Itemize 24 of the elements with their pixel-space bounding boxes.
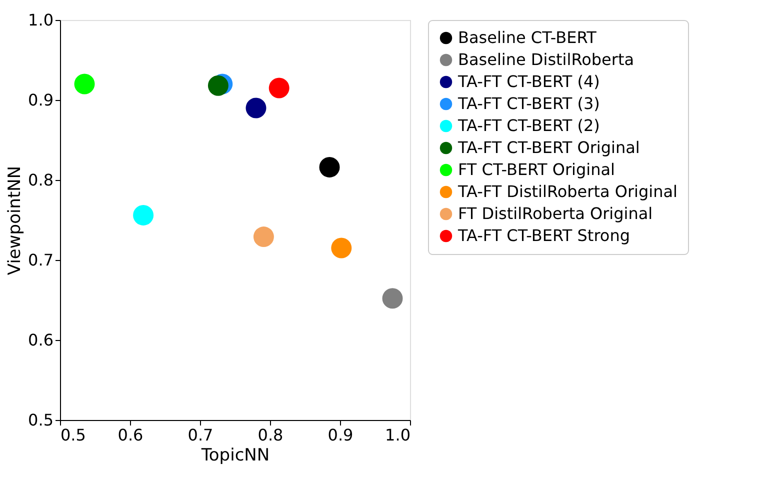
legend-label: Baseline CT-BERT [458, 28, 597, 47]
y-axis-title: ViewpointNN [5, 166, 26, 276]
legend-label: TA-FT DistilRoberta Original [457, 182, 678, 201]
x-tick-label: 0.6 [118, 426, 144, 444]
y-tick-label: 0.9 [28, 90, 54, 110]
legend-label: FT DistilRoberta Original [458, 204, 653, 223]
y-tick-label: 0.7 [28, 250, 54, 270]
y-tick-label: 0.8 [28, 170, 54, 190]
legend-label: TA-FT CT-BERT (3) [457, 94, 600, 113]
y-tick-label: 1.0 [28, 10, 54, 30]
x-axis-title: TopicNN [200, 446, 270, 466]
legend-label: FT CT-BERT Original [458, 160, 615, 179]
x-tick-label: 0.5 [60, 426, 86, 444]
x-tick-label: 0.7 [188, 426, 214, 444]
legend-label: TA-FT CT-BERT (4) [457, 72, 600, 91]
legend-label: Baseline DistilRoberta [458, 50, 634, 69]
legend-label: TA-FT CT-BERT Original [457, 138, 640, 157]
x-tick-label: 0.9 [328, 426, 354, 444]
x-tick-label: 0.8 [258, 426, 284, 444]
x-tick-label: 1.0 [385, 426, 410, 444]
legend-label: TA-FT CT-BERT Strong [457, 226, 630, 245]
y-tick-label: 0.6 [28, 330, 54, 350]
legend-label: TA-FT CT-BERT (2) [457, 116, 600, 135]
y-tick-label: 0.5 [28, 410, 54, 430]
